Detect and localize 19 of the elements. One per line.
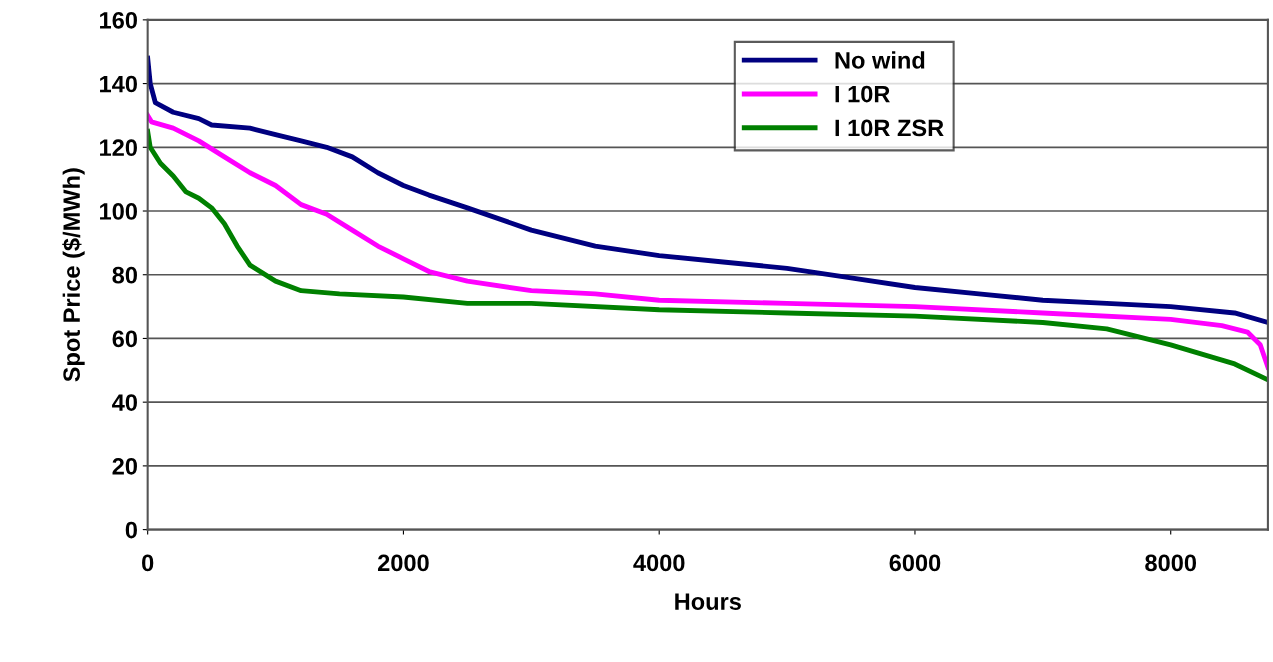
y-tick-label: 40 bbox=[112, 394, 137, 411]
y-tick-label: 20 bbox=[112, 457, 137, 475]
x-tick-label: 8000 bbox=[1145, 554, 1197, 572]
legend-label: No wind bbox=[835, 51, 925, 69]
x-tick-label: 2000 bbox=[377, 554, 429, 572]
x-tick-label: 4000 bbox=[633, 554, 685, 572]
y-tick-label: 140 bbox=[100, 75, 137, 93]
legend-label: I 10R bbox=[835, 85, 890, 103]
y-tick-label: 60 bbox=[112, 330, 137, 348]
y-tick-label: 160 bbox=[100, 11, 137, 29]
y-axis-title: Spot Price ($/MWh) bbox=[62, 168, 85, 382]
x-axis-title: Hours bbox=[675, 593, 741, 610]
x-tick-label: 6000 bbox=[889, 554, 941, 572]
y-tick-label: 80 bbox=[112, 266, 137, 284]
y-tick-label: 100 bbox=[100, 203, 137, 220]
y-tick-label: 0 bbox=[125, 521, 137, 539]
legend-label: I 10R ZSR bbox=[835, 119, 944, 137]
y-tick-label: 120 bbox=[100, 139, 137, 157]
x-tick-label: 0 bbox=[142, 554, 154, 572]
